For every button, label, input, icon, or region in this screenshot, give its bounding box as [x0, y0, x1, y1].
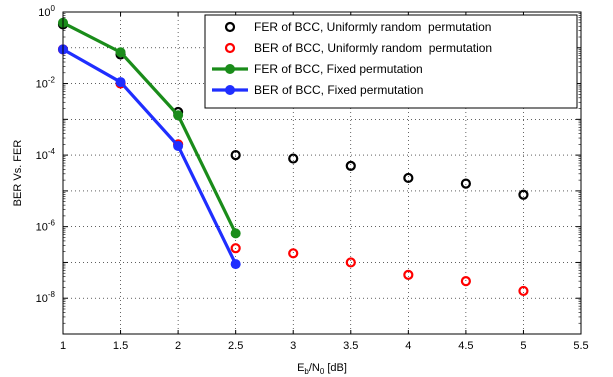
legend-entry: BER of BCC, Uniformly random permutation: [224, 41, 492, 55]
legend-marker: [224, 21, 236, 33]
data-point: [230, 243, 241, 254]
y-tick-label: 10-2: [36, 76, 56, 91]
x-axis-label: Eb/N0 [dB]: [297, 362, 347, 376]
legend-entry: BER of BCC, Fixed permutation: [212, 83, 423, 97]
series-line: [62, 48, 238, 265]
legend-box: [204, 14, 578, 109]
data-point: [345, 160, 356, 171]
series-4: [58, 44, 241, 270]
axis-ticks: 1 1.5 2 2.5 3 3.5 4 4.5 5 5.5 100 10-2 10-4 10-6 10-8: [36, 4, 589, 352]
legend-marker: [225, 85, 235, 95]
data-point: [403, 269, 414, 280]
y-axis-label: BER Vs. FER: [12, 140, 24, 207]
y-tick-label: 10-4: [36, 147, 56, 162]
data-point: [173, 140, 184, 151]
x-tick-label: 2.5: [228, 340, 243, 352]
data-series: [57, 17, 529, 297]
x-tick-label: 4.5: [458, 340, 473, 352]
legend-marker: [225, 64, 235, 74]
legend: FER of BCC, Uniformly random permutation…: [204, 14, 578, 109]
legend-label: FER of BCC, Fixed permutation: [254, 62, 423, 76]
x-tick-label: 1.5: [113, 340, 128, 352]
series-3: [58, 17, 241, 239]
data-point: [518, 285, 529, 297]
legend-entry: FER of BCC, Uniformly random permutation: [224, 20, 491, 34]
data-point: [345, 257, 356, 268]
data-point: [230, 150, 241, 161]
y-tick-label: 10-6: [36, 219, 56, 234]
data-point: [460, 178, 471, 189]
data-point: [460, 276, 471, 287]
data-point: [230, 228, 241, 239]
x-tick-label: 5: [520, 340, 526, 352]
data-point: [173, 110, 184, 121]
x-tick-label: 2: [175, 340, 181, 352]
data-point: [288, 248, 299, 259]
series-line: [62, 21, 238, 235]
x-tick-label: 5.5: [573, 340, 588, 352]
legend-entry: FER of BCC, Fixed permutation: [212, 62, 423, 76]
legend-marker: [224, 42, 236, 54]
legend-label: BER of BCC, Fixed permutation: [254, 83, 423, 97]
data-point: [288, 153, 299, 164]
legend-label: FER of BCC, Uniformly random permutation: [254, 20, 491, 34]
data-point: [115, 47, 126, 58]
data-point: [230, 259, 241, 270]
data-point: [518, 189, 529, 200]
data-point: [403, 172, 414, 184]
y-tick-label: 10-8: [36, 290, 56, 305]
x-tick-label: 3.5: [343, 340, 358, 352]
x-tick-label: 4: [405, 340, 411, 352]
y-tick-label: 100: [38, 4, 55, 19]
x-tick-label: 1: [60, 340, 66, 352]
data-point: [115, 77, 126, 88]
legend-label: BER of BCC, Uniformly random permutation: [254, 41, 492, 55]
x-tick-label: 3: [290, 340, 296, 352]
plot-frame: [62, 11, 582, 335]
